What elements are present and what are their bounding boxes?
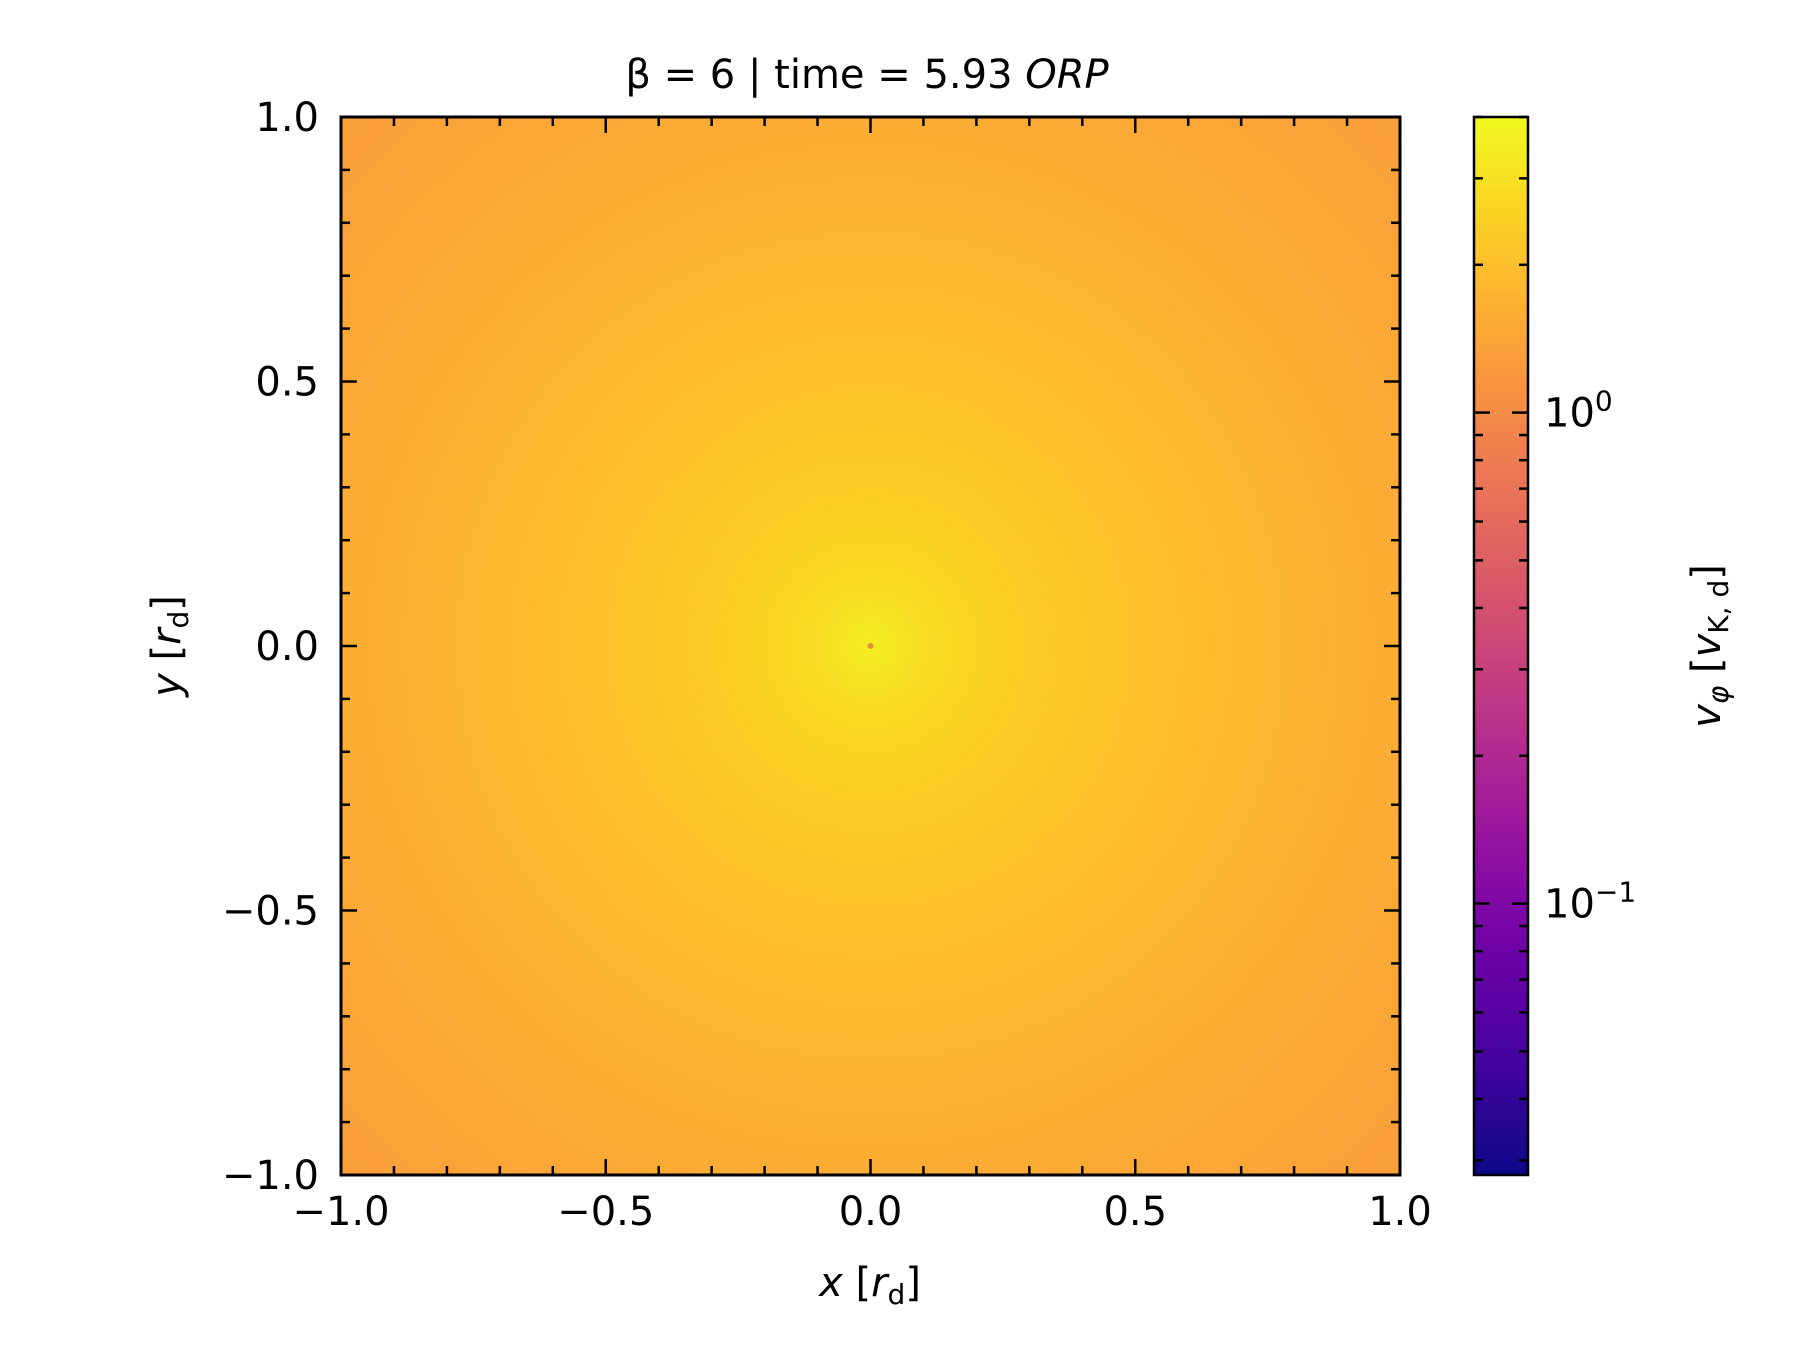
x-tick-label: −1.0: [292, 1189, 389, 1235]
chart-title: β = 6 | time = 5.93 ORP: [625, 52, 1109, 98]
colorbar: [1474, 117, 1528, 1175]
x-tick-label: 0.0: [839, 1189, 903, 1235]
y-tick-label: 0.5: [255, 360, 319, 406]
y-tick-label: 1.0: [255, 95, 319, 141]
colorbar-tick-label: 10−1: [1544, 876, 1636, 928]
y-tick-label: −1.0: [222, 1153, 319, 1199]
y-axis-label: y [rd]: [144, 595, 195, 698]
x-tick-label: 1.0: [1368, 1189, 1432, 1235]
x-axis-label: x [rd]: [817, 1260, 921, 1311]
colorbar-frame: [1472, 115, 1530, 1177]
x-tick-label: 0.5: [1103, 1189, 1167, 1235]
y-tick-label: −0.5: [222, 889, 319, 935]
y-axis-ticks: −1.0 −0.5 0.0 0.5 1.0: [222, 95, 1400, 1199]
x-tick-label: −0.5: [557, 1189, 654, 1235]
y-tick-label: 0.0: [255, 624, 319, 670]
center-point: [867, 643, 874, 649]
x-axis-ticks: −1.0 −0.5 0.0 0.5 1.0: [292, 117, 1432, 1235]
colorbar-tick-label: 100: [1544, 385, 1613, 437]
colorbar-ticks: 100 10−1: [1474, 115, 1636, 1162]
colorbar-label: vφ [vK, d]: [1684, 564, 1735, 728]
